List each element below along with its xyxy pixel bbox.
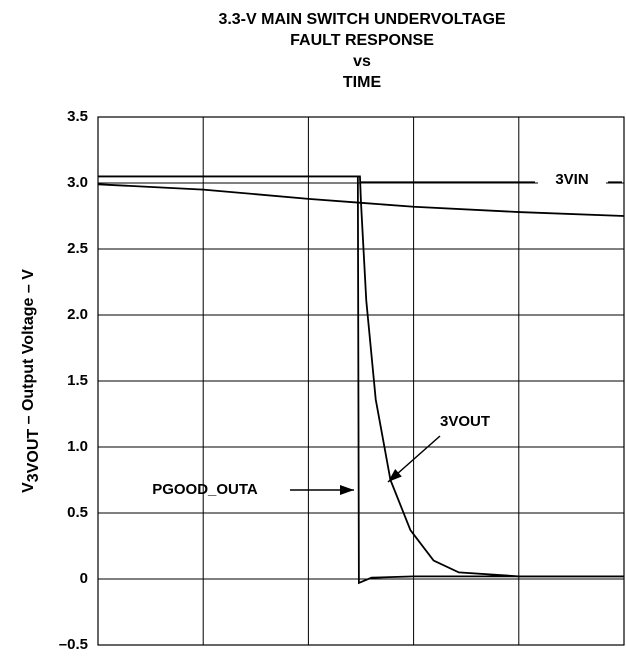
y-axis-label: V3VOUT – Output Voltage – V [20, 269, 42, 493]
y-tick-label: 1.0 [67, 438, 88, 455]
annotation: 3VOUT [440, 413, 490, 430]
y-tick-label: 2.0 [67, 306, 88, 323]
y-tick-label: –0.5 [59, 636, 88, 653]
y-tick-label: 0 [80, 570, 88, 587]
y-tick-label: 3.0 [67, 174, 88, 191]
y-tick-label: 0.5 [67, 504, 88, 521]
chart-title: FAULT RESPONSE [290, 32, 434, 49]
chart-title: TIME [343, 74, 382, 91]
series-line [98, 175, 624, 578]
chart-title: vs [353, 53, 371, 70]
y-tick-label: 2.5 [67, 240, 88, 257]
annotation: 3VIN [555, 171, 588, 188]
annotation-bg [538, 170, 606, 194]
y-label-main: V [20, 482, 37, 493]
y-label-sub: 3VOUT [25, 429, 42, 483]
series-line [98, 175, 624, 585]
arrow-head [340, 485, 354, 495]
arrow-head [388, 468, 402, 482]
y-tick-label: 1.5 [67, 372, 88, 389]
y-label-rest: – Output Voltage – V [20, 269, 37, 429]
chart-title: 3.3-V MAIN SWITCH UNDERVOLTAGE [218, 11, 505, 28]
annotation: PGOOD_OUTA [152, 481, 258, 498]
plot-border [97, 116, 625, 646]
y-tick-label: 3.5 [67, 108, 88, 125]
